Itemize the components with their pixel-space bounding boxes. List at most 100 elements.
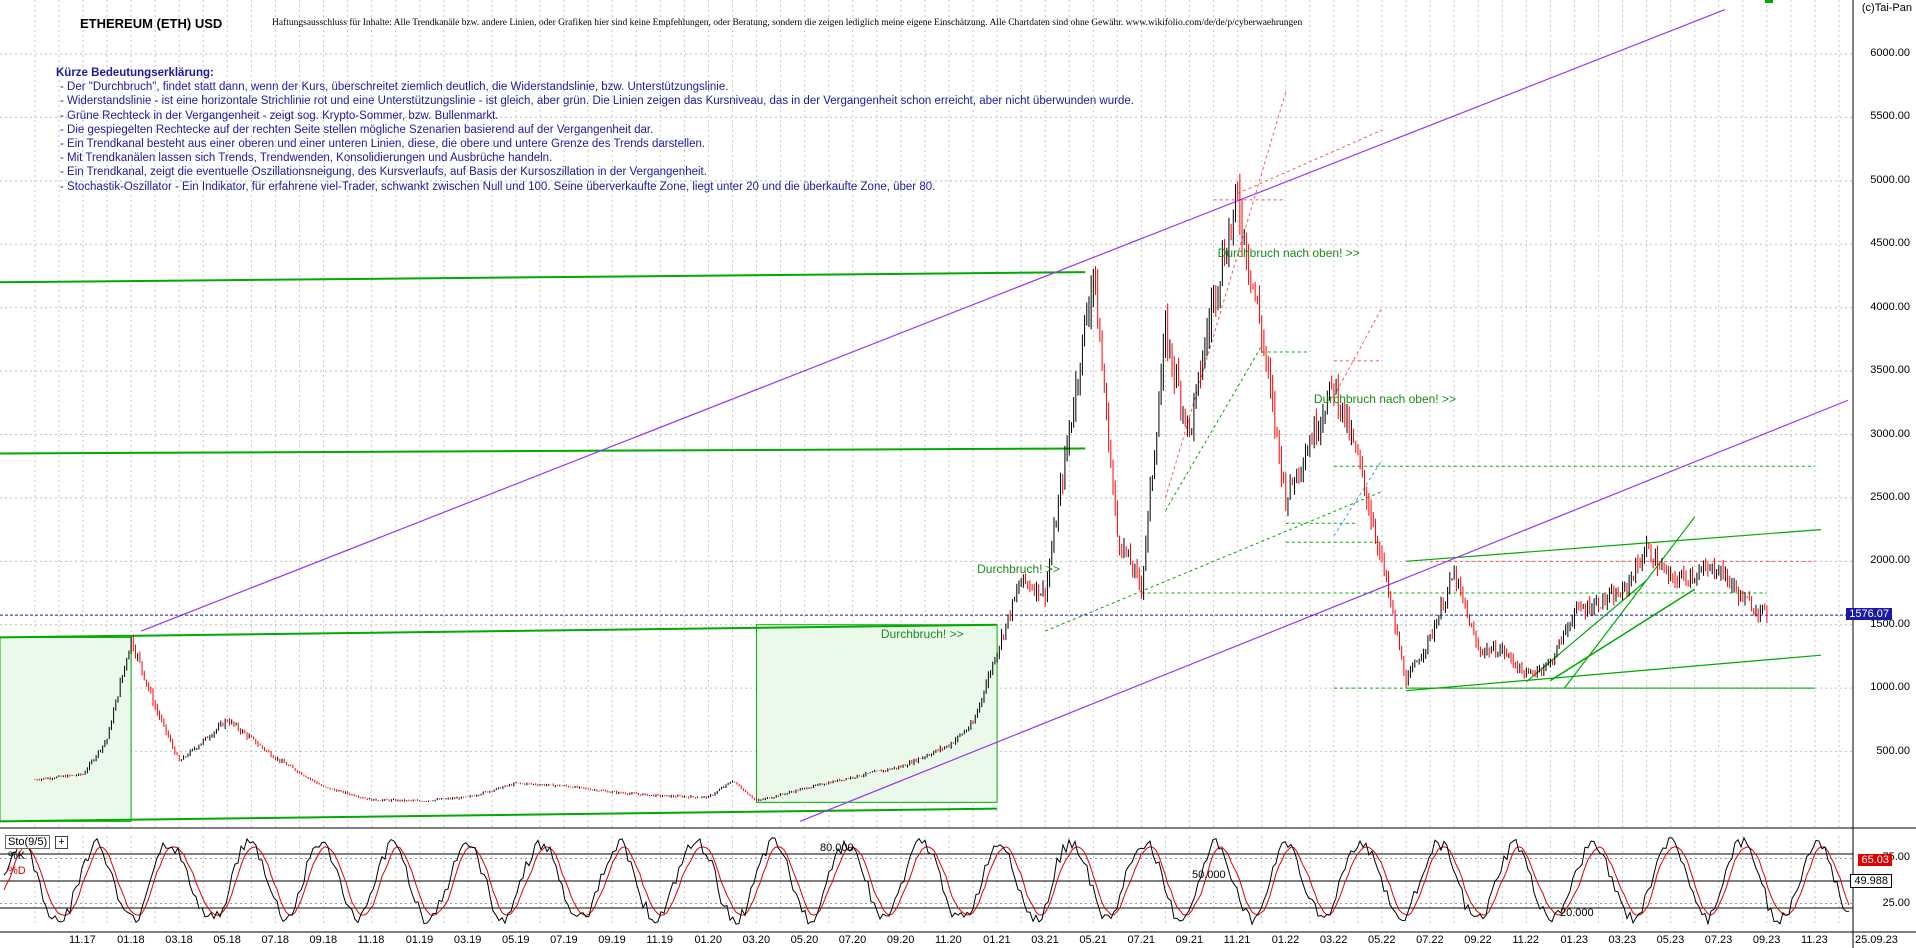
x-tick-label: 03.22 <box>1319 934 1348 946</box>
x-tick-label: 11.23 <box>1801 934 1828 946</box>
y-tick-label: 5500.00 <box>1870 110 1910 123</box>
trend-channel-upper <box>140 9 1726 632</box>
disclaimer-text: Haftungsausschluss für Inhalte: Alle Tre… <box>272 18 1303 28</box>
stoch-level-80: 80.000 <box>820 842 854 854</box>
x-tick-label: 03.23 <box>1608 934 1637 946</box>
legend-item: - Mit Trendkanälen lassen sich Trends, T… <box>60 152 553 165</box>
stoch-d-label: %D <box>8 865 26 877</box>
x-tick-label: 11.20 <box>935 934 962 946</box>
y-tick-label: 2500.00 <box>1870 490 1910 503</box>
legend-heading: Kürze Bedeutungserklärung: <box>56 67 214 79</box>
x-tick-label: 07.22 <box>1416 934 1444 946</box>
x-tick-label: 01.22 <box>1271 934 1300 946</box>
x-tick-label: 05.19 <box>502 934 530 946</box>
stoch-level-50: 50.000 <box>1192 869 1226 881</box>
chart-title: ETHEREUM (ETH) USD <box>80 16 223 31</box>
y-tick-label: 5000.00 <box>1870 173 1910 186</box>
forecast-lower-line <box>1406 654 1821 692</box>
legend-box: Kürze Bedeutungserklärung: - Der "Durchb… <box>56 66 1134 194</box>
y-tick-label: 4000.00 <box>1870 300 1910 313</box>
channel-mid-line <box>0 447 1086 455</box>
x-tick-label: 05.22 <box>1368 934 1396 946</box>
x-tick-label: 11.17 <box>69 934 96 946</box>
breakout-annotation: Durchbruch! >> <box>977 562 1060 577</box>
support-line <box>1549 588 1696 682</box>
resistance-level <box>1237 129 1383 194</box>
x-tick-label: 07.20 <box>838 934 867 946</box>
support-level <box>1045 491 1383 632</box>
x-tick-label: 09.18 <box>309 934 338 946</box>
stoch-d-value: 49.988 <box>1850 874 1892 888</box>
stoch-k-line <box>3 836 1850 926</box>
resistance-level <box>1333 307 1383 397</box>
x-tick-label: 09.19 <box>598 934 626 946</box>
legend-item: - Die gespiegelten Rechtecke auf der rec… <box>60 123 654 136</box>
resistance-level <box>1165 91 1287 499</box>
breakout-annotation: Durchbruch nach oben! >> <box>1217 246 1360 261</box>
x-tick-label: 09.21 <box>1175 934 1204 946</box>
x-tick-label: 11.22 <box>1512 934 1540 946</box>
x-tick-label: 01.19 <box>405 934 434 946</box>
expand-panel-icon[interactable]: + <box>55 836 68 849</box>
channel-floor-line <box>0 807 998 823</box>
breakout-annotation: Durchbruch! >> <box>880 626 964 641</box>
x-tick-label: 03.18 <box>165 934 193 946</box>
current-price-tag: 1576.07 <box>1846 608 1892 621</box>
x-tick-label: 03.19 <box>453 934 482 946</box>
copyright-label: (c)Tai-Pan <box>1861 2 1912 14</box>
y-tick-label: 4500.00 <box>1870 237 1910 250</box>
price-candles <box>34 173 1768 803</box>
x-tick-label: 05.21 <box>1079 934 1107 946</box>
x-tick-label: 07.23 <box>1704 934 1733 946</box>
bull-market-boxes <box>0 624 998 822</box>
stoch-k-value: 65.03 <box>1858 854 1892 867</box>
stochastic-title[interactable]: Sto(9/5) <box>5 835 51 849</box>
stoch-level-20: 20.000 <box>1560 907 1594 919</box>
channel-base-line <box>0 623 998 639</box>
x-tick-label: 05.18 <box>213 934 241 946</box>
stoch-tick-25: 25.00 <box>1882 896 1910 909</box>
x-tick-label: 03.21 <box>1031 934 1059 946</box>
x-tick-label: 03.20 <box>742 934 771 946</box>
stochastic-panel <box>0 836 1853 926</box>
y-tick-label: 1000.00 <box>1870 681 1910 694</box>
breakout-annotation: Durchbruch nach oben! >> <box>1313 392 1456 407</box>
legend-item: - Der "Durchbruch", findet statt dann, w… <box>60 81 729 94</box>
bull-box <box>756 624 998 803</box>
x-tick-label: 07.21 <box>1127 934 1155 946</box>
x-tick-label: 07.18 <box>261 934 289 946</box>
y-tick-label: 2000.00 <box>1870 554 1910 567</box>
y-tick-label: 6000.00 <box>1870 47 1910 59</box>
y-tick-label: 3500.00 <box>1870 364 1910 377</box>
x-tick-label: 05.20 <box>790 934 819 946</box>
x-tick-label: 01.18 <box>117 934 145 946</box>
legend-item: - Ein Trendkanal besteht aus einer obere… <box>60 138 706 151</box>
x-tick-label: 09.22 <box>1464 934 1492 946</box>
x-tick-label: 11.18 <box>357 934 385 946</box>
x-tick-label: 09.23 <box>1752 934 1781 946</box>
legend-item: - Stochastik-Oszillator - Ein Indikator,… <box>60 180 936 193</box>
x-tick-label: 05.23 <box>1656 934 1685 946</box>
x-tick-label: 01.21 <box>983 934 1011 946</box>
trend-channel-lower <box>799 399 1849 822</box>
x-tick-label: 07.19 <box>550 934 578 946</box>
y-tick-label: 1500.00 <box>1870 617 1910 630</box>
channel-upper-line <box>0 271 1086 284</box>
x-tick-label: 01.23 <box>1560 934 1588 946</box>
trend-lines <box>0 9 1853 823</box>
x-tick-label: 11.21 <box>1223 934 1251 946</box>
stoch-k-label: %K <box>8 850 26 862</box>
x-tick-label: 25.09.23 <box>1855 934 1898 946</box>
marker-icon <box>1765 0 1773 3</box>
legend-item: - Grüne Rechteck in der Vergangenheit - … <box>60 109 499 122</box>
y-tick-label: 500.00 <box>1876 744 1910 757</box>
legend-item: - Ein Trendkanal, zeigt die eventuelle O… <box>60 166 707 179</box>
x-tick-label: 11.19 <box>646 934 674 946</box>
support-level <box>1165 345 1263 511</box>
x-tick-label: 09.20 <box>886 934 915 946</box>
x-tick-label: 01.20 <box>694 934 722 946</box>
legend-item: - Widerstandslinie - ist eine horizontal… <box>60 95 1134 108</box>
support-line <box>1563 516 1696 689</box>
